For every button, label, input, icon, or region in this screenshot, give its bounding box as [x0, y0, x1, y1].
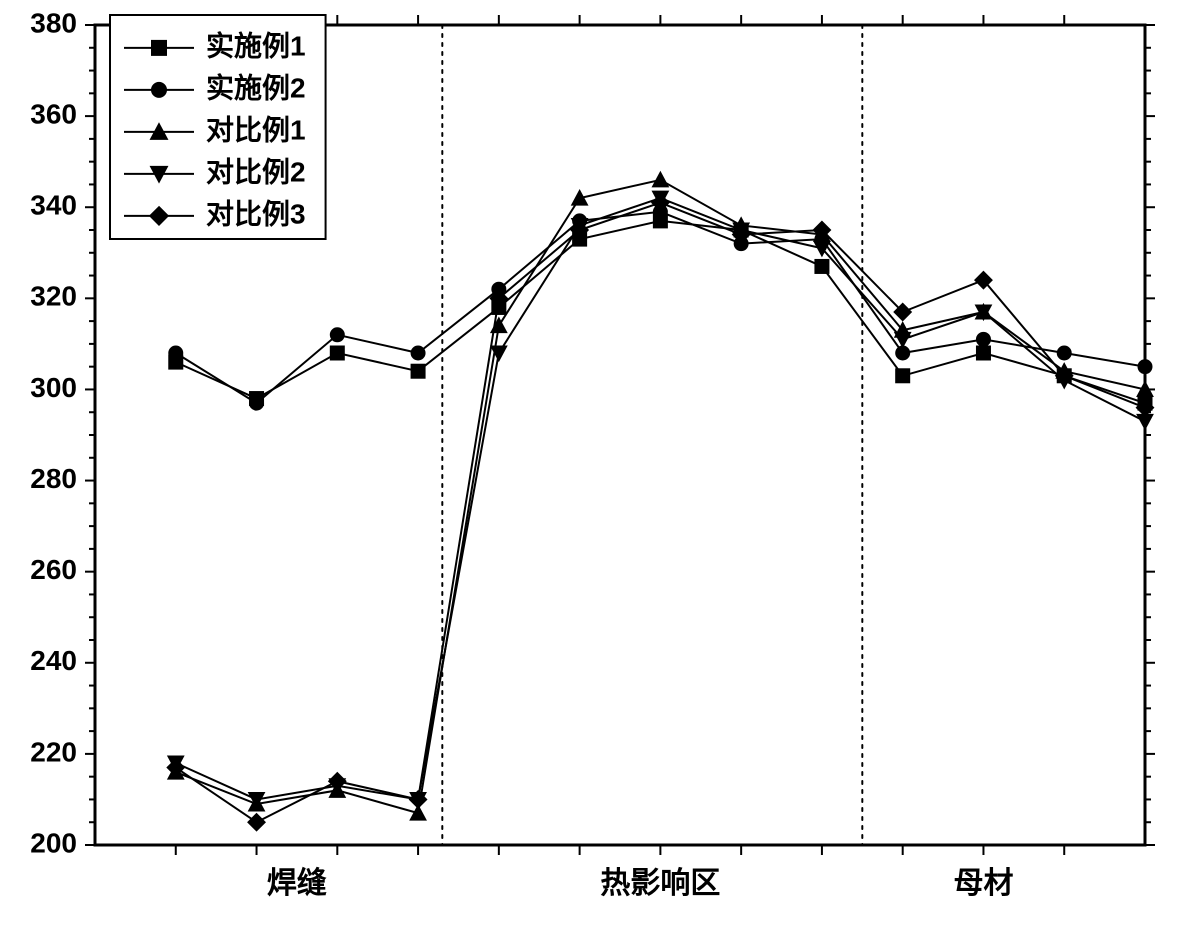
y-tick-label: 320 — [30, 281, 77, 312]
y-tick-label: 300 — [30, 372, 77, 403]
legend: 实施例1 实施例2 对比例1 对比例2 对比例3 — [110, 15, 326, 239]
x-region-label: 热影响区 — [600, 867, 720, 900]
y-tick-label: 380 — [30, 7, 77, 38]
legend-label: 对比例1 — [206, 114, 306, 145]
legend-label: 对比例3 — [206, 198, 306, 229]
legend-label: 实施例2 — [206, 71, 306, 103]
line-chart: 200 220 240 260 280 300 320 340 360 380 焊缝 热影响区 母材 实施… — [0, 0, 1181, 933]
y-tick-label: 220 — [30, 736, 77, 767]
x-region-label: 母材 — [953, 867, 1013, 900]
legend-label: 对比例2 — [206, 156, 306, 187]
chart-container: 200 220 240 260 280 300 320 340 360 380 焊缝 热影响区 母材 实施… — [0, 0, 1181, 933]
y-tick-label: 240 — [30, 645, 77, 676]
y-tick-label: 200 — [30, 827, 77, 858]
y-tick-label: 280 — [30, 463, 77, 494]
x-region-label: 焊缝 — [267, 867, 327, 900]
y-tick-label: 340 — [30, 190, 77, 221]
y-tick-label: 260 — [30, 554, 77, 585]
legend-label: 实施例1 — [206, 29, 306, 61]
y-tick-label: 360 — [30, 99, 77, 130]
